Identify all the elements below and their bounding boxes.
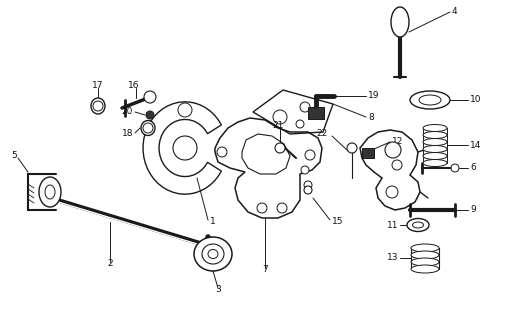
Text: 5: 5 bbox=[11, 151, 17, 161]
Circle shape bbox=[275, 143, 285, 153]
Ellipse shape bbox=[412, 222, 424, 228]
Text: 8: 8 bbox=[368, 113, 374, 122]
Circle shape bbox=[347, 143, 357, 153]
Ellipse shape bbox=[423, 124, 447, 132]
Ellipse shape bbox=[39, 177, 61, 207]
Circle shape bbox=[300, 102, 310, 112]
Ellipse shape bbox=[45, 185, 55, 199]
Text: 14: 14 bbox=[470, 140, 481, 149]
Circle shape bbox=[277, 203, 287, 213]
Ellipse shape bbox=[411, 265, 439, 273]
Ellipse shape bbox=[419, 95, 441, 105]
Text: 12: 12 bbox=[392, 138, 404, 147]
Text: 22: 22 bbox=[316, 130, 328, 139]
Text: 3: 3 bbox=[215, 285, 221, 294]
Ellipse shape bbox=[423, 153, 447, 159]
Ellipse shape bbox=[411, 258, 439, 266]
Ellipse shape bbox=[391, 7, 409, 37]
Ellipse shape bbox=[423, 132, 447, 139]
Circle shape bbox=[392, 160, 402, 170]
Text: 20: 20 bbox=[122, 108, 133, 116]
Circle shape bbox=[296, 120, 304, 128]
Ellipse shape bbox=[423, 139, 447, 146]
Circle shape bbox=[217, 147, 227, 157]
Text: 21: 21 bbox=[272, 122, 284, 131]
Text: 11: 11 bbox=[386, 220, 398, 229]
Circle shape bbox=[385, 142, 401, 158]
Text: 18: 18 bbox=[122, 130, 133, 139]
Circle shape bbox=[173, 136, 197, 160]
Circle shape bbox=[451, 164, 459, 172]
Circle shape bbox=[143, 123, 153, 133]
Ellipse shape bbox=[91, 98, 105, 114]
Text: 7: 7 bbox=[262, 266, 268, 275]
Text: 19: 19 bbox=[368, 92, 380, 100]
Ellipse shape bbox=[202, 244, 224, 264]
Circle shape bbox=[273, 110, 287, 124]
Circle shape bbox=[144, 91, 156, 103]
Circle shape bbox=[301, 166, 309, 174]
Text: 17: 17 bbox=[92, 82, 104, 91]
Circle shape bbox=[93, 101, 103, 111]
Bar bbox=[362, 148, 374, 158]
Text: 10: 10 bbox=[470, 95, 482, 105]
Ellipse shape bbox=[407, 219, 429, 231]
Circle shape bbox=[304, 186, 312, 194]
Circle shape bbox=[146, 111, 154, 119]
Ellipse shape bbox=[194, 237, 232, 271]
Ellipse shape bbox=[423, 146, 447, 153]
Circle shape bbox=[305, 150, 315, 160]
Ellipse shape bbox=[208, 250, 218, 259]
Circle shape bbox=[257, 203, 267, 213]
Text: 1: 1 bbox=[210, 217, 216, 226]
Ellipse shape bbox=[423, 159, 447, 166]
Ellipse shape bbox=[411, 251, 439, 259]
Text: 13: 13 bbox=[386, 253, 398, 262]
Text: 9: 9 bbox=[470, 205, 476, 214]
Text: 15: 15 bbox=[332, 218, 343, 227]
Ellipse shape bbox=[410, 91, 450, 109]
Ellipse shape bbox=[411, 244, 439, 252]
Text: 16: 16 bbox=[128, 82, 140, 91]
Circle shape bbox=[386, 186, 398, 198]
Text: 2: 2 bbox=[107, 260, 113, 268]
Text: 6: 6 bbox=[470, 164, 476, 172]
Circle shape bbox=[178, 103, 192, 117]
Ellipse shape bbox=[141, 121, 155, 135]
Circle shape bbox=[304, 181, 312, 189]
Text: 4: 4 bbox=[452, 7, 457, 17]
Bar bbox=[308, 107, 324, 119]
